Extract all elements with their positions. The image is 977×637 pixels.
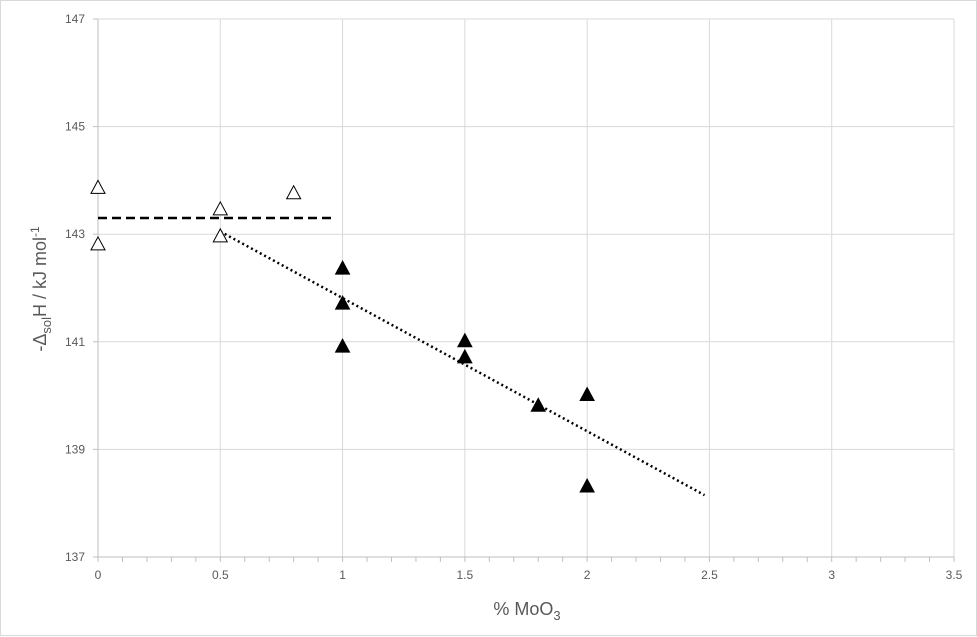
x-tick-label: 3	[828, 568, 835, 582]
open-triangle-point	[90, 179, 106, 194]
grid-layer	[98, 18, 955, 557]
y-tick-label: 139	[65, 442, 85, 456]
y-axis-title-subscript: sol	[39, 317, 54, 334]
x-tick-label: 2.5	[701, 568, 718, 582]
y-axis-title: -ΔsolH / kJ mol-1	[28, 226, 54, 352]
tick-label-layer: 0 0.5 1 1.5 2 2.5 3 3.5 137 139 141 143 145 147	[65, 12, 963, 582]
filled-triangle-point	[334, 295, 351, 310]
filled-triangle-point	[334, 260, 351, 275]
y-tick-label: 145	[65, 120, 85, 134]
filled-triangle-point	[530, 397, 547, 412]
open-triangle-point	[212, 227, 229, 243]
y-tick-label: 143	[65, 227, 85, 241]
filled-triangle-point	[457, 348, 473, 364]
x-tick-label: 0.5	[212, 568, 229, 582]
x-tick-label: 2	[584, 568, 591, 582]
x-axis-title-text: % MoO	[493, 599, 553, 619]
y-tick-label: 137	[65, 550, 85, 564]
y-axis-title-main: H / kJ mol	[30, 237, 50, 317]
y-tick-label: 147	[65, 12, 85, 26]
y-axis-title-superscript: -1	[28, 226, 42, 237]
trendline-layer	[98, 216, 706, 497]
filled-triangle-point	[579, 386, 595, 402]
y-axis-title-prefix: -Δ	[30, 334, 50, 352]
x-tick-label: 0	[95, 568, 102, 582]
filled-triangle-point	[334, 338, 351, 353]
filled-triangle-point	[579, 477, 595, 493]
x-tick-label: 1.5	[457, 568, 474, 582]
data-point-layer	[90, 179, 595, 493]
x-tick-label: 1	[339, 568, 346, 582]
axis-layer	[93, 18, 955, 562]
open-triangle-point	[285, 184, 302, 200]
x-axis-title-subscript: 3	[553, 608, 560, 623]
filled-triangle-point	[457, 332, 473, 348]
open-triangle-point	[90, 235, 106, 251]
x-tick-label: 3.5	[946, 568, 963, 582]
x-axis-title: % MoO3	[493, 599, 560, 623]
open-triangle-point	[212, 200, 229, 216]
y-tick-label: 141	[65, 335, 85, 349]
